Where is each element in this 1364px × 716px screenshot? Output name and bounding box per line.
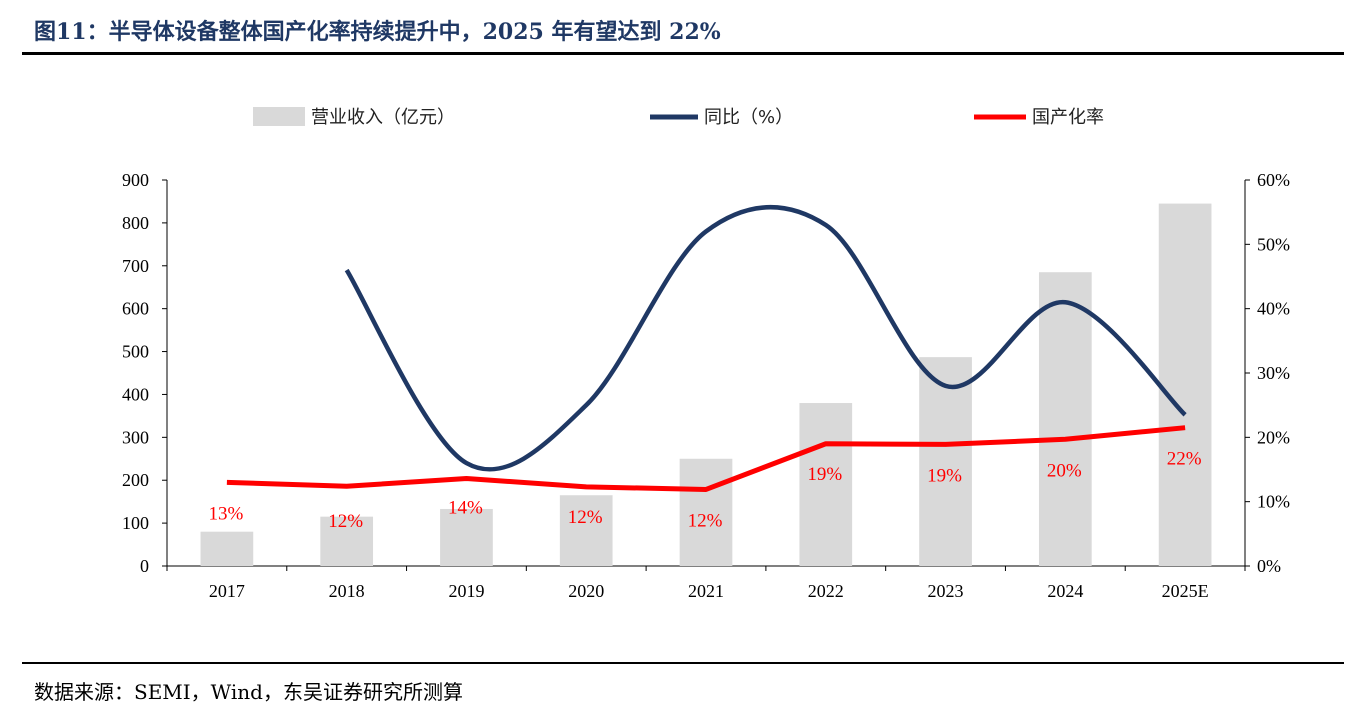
legend-label-yoy: 同比（%） <box>704 107 793 128</box>
y-right-tick-label: 10% <box>1257 492 1290 512</box>
lines <box>226 205 1187 492</box>
bar-revenue <box>200 531 254 566</box>
bar-revenue <box>559 495 613 566</box>
line-localization <box>226 425 1186 492</box>
title-rule <box>22 52 1344 55</box>
x-tick-label: 2025E <box>1162 581 1209 601</box>
x-tick-label: 2021 <box>688 581 724 601</box>
bar-revenue <box>1158 203 1212 567</box>
y-right-tick-label: 0% <box>1257 556 1281 576</box>
bar-revenue <box>440 508 493 566</box>
bar-revenue <box>799 403 853 566</box>
x-tick-label: 2024 <box>1047 581 1083 601</box>
x-tick-label: 2017 <box>209 581 245 601</box>
y-right-tick-label: 60% <box>1257 170 1290 190</box>
legend-label-localization: 国产化率 <box>1032 107 1104 128</box>
y-left-tick-label: 800 <box>122 213 149 233</box>
x-tick-label: 2022 <box>808 581 844 601</box>
data-label-localization: 12% <box>568 507 603 528</box>
axes: 0 100 200 300 400 500 600 700 800 900 0% 10% 20% 30% 4… <box>122 170 1290 601</box>
y-left-tick-label: 500 <box>122 342 149 362</box>
y-left-tick-label: 900 <box>122 170 149 190</box>
data-label-localization: 19% <box>807 464 842 485</box>
footer-rule <box>22 662 1344 664</box>
bar-revenue <box>919 357 972 566</box>
x-tick-label: 2018 <box>329 581 365 601</box>
bars <box>200 203 1212 567</box>
line-yoy <box>344 205 1187 472</box>
y-left-tick-label: 0 <box>140 556 149 576</box>
data-label-localization: 12% <box>688 510 723 531</box>
y-left-tick-label: 600 <box>122 299 149 319</box>
x-tick-label: 2023 <box>928 581 964 601</box>
y-left-tick-label: 300 <box>122 427 149 447</box>
y-left-tick-label: 400 <box>122 384 149 404</box>
y-right-tick-label: 40% <box>1257 299 1290 319</box>
figure-title: 图11：半导体设备整体国产化率持续提升中，2025 年有望达到 22% <box>34 19 721 45</box>
data-label-localization: 19% <box>927 465 962 486</box>
data-label-localization: 22% <box>1167 449 1202 470</box>
data-label-localization: 20% <box>1047 460 1082 481</box>
y-right-tick-label: 30% <box>1257 363 1290 383</box>
data-label-localization: 13% <box>208 503 243 524</box>
data-labels: 13% 12% 14% 12% 12% 19% 19% 20% 22% <box>208 449 1201 533</box>
legend-swatch-revenue <box>253 107 305 126</box>
bar-revenue <box>679 458 733 566</box>
data-label-localization: 14% <box>448 498 483 519</box>
bar-revenue <box>320 516 374 566</box>
y-left-tick-label: 200 <box>122 470 149 490</box>
y-right-tick-label: 20% <box>1257 427 1290 447</box>
y-left-tick-label: 100 <box>122 513 149 533</box>
data-label-localization: 12% <box>328 511 363 532</box>
x-tick-label: 2019 <box>448 581 484 601</box>
legend-label-revenue: 营业收入（亿元） <box>311 107 455 128</box>
legend: 营业收入（亿元） 同比（%） 国产化率 <box>253 107 1104 128</box>
x-tick-label: 2020 <box>568 581 604 601</box>
bar-revenue <box>1038 272 1092 566</box>
y-left-tick-label: 700 <box>122 256 149 276</box>
y-right-tick-label: 50% <box>1257 234 1290 254</box>
source-note: 数据来源：SEMI，Wind，东吴证券研究所测算 <box>34 680 463 704</box>
